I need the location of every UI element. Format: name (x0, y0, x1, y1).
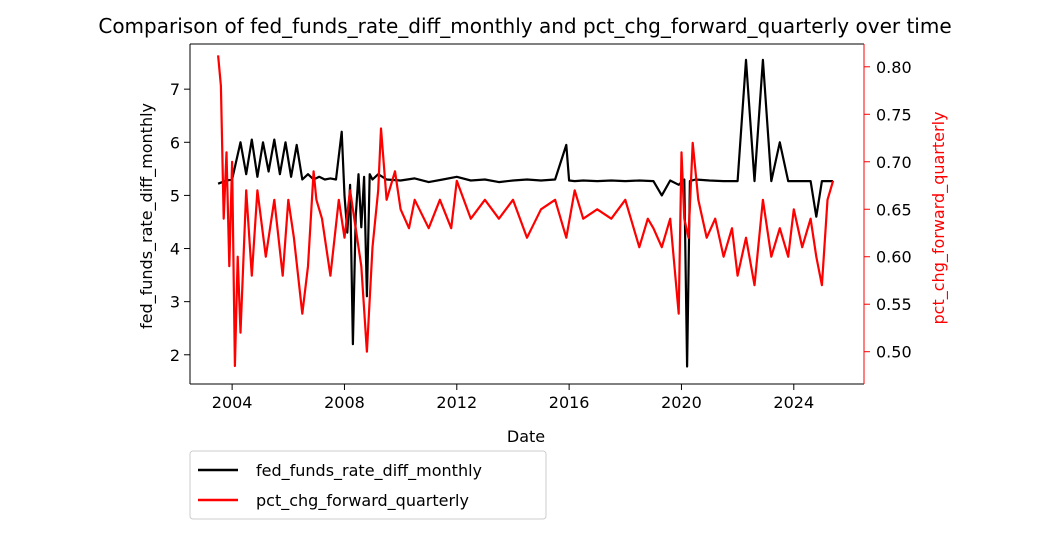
y-right-tick-label: 0.70 (876, 153, 912, 172)
y-right-axis-label: pct_chg_forward_quarterly (929, 112, 949, 325)
axes-frame (189, 43, 865, 385)
y-right-tick-label: 0.75 (876, 105, 912, 124)
x-tick-label: 2004 (212, 393, 253, 412)
y-right-tick-label: 0.65 (876, 200, 912, 219)
y-left-tick-label: 6 (170, 133, 180, 152)
x-tick-label: 2024 (773, 393, 814, 412)
y-right-tick-label: 0.55 (876, 295, 912, 314)
series-line-fed-funds-rate-diff-monthly (217, 58, 834, 368)
x-tick-label: 2008 (324, 393, 365, 412)
legend-label-pct-chg: pct_chg_forward_quarterly (256, 491, 469, 511)
x-axis-label: Date (507, 427, 545, 446)
y-right-tick-label: 0.60 (876, 248, 912, 267)
x-ticks: 2004 2008 2012 2016 2020 2024 (212, 384, 814, 412)
x-tick-label: 2020 (661, 393, 702, 412)
y-left-ticks: 2 3 4 5 6 7 (170, 80, 190, 365)
legend-label-fed-funds: fed_funds_rate_diff_monthly (256, 461, 482, 481)
plot-lines (217, 55, 835, 368)
y-left-tick-label: 7 (170, 80, 180, 99)
series-line-pct-chg-forward-quarterly (217, 55, 835, 368)
x-tick-label: 2012 (436, 393, 477, 412)
y-right-tick-label: 0.80 (876, 58, 912, 77)
legend: fed_funds_rate_diff_monthly pct_chg_forw… (189, 450, 547, 520)
chart-title: Comparison of fed_funds_rate_diff_monthl… (98, 14, 951, 38)
y-left-tick-label: 4 (170, 240, 180, 259)
y-left-axis-label: fed_funds_rate_diff_monthly (137, 103, 157, 329)
legend-frame (189, 450, 547, 520)
y-right-tick-label: 0.50 (876, 343, 912, 362)
y-left-tick-label: 2 (170, 346, 180, 365)
x-tick-label: 2016 (549, 393, 590, 412)
y-right-ticks: 0.50 0.55 0.60 0.65 0.70 0.75 0.80 (864, 58, 912, 362)
y-left-tick-label: 3 (170, 293, 180, 312)
y-left-tick-label: 5 (170, 186, 180, 205)
